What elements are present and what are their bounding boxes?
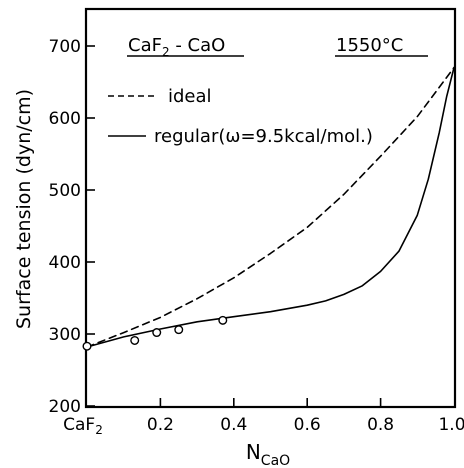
x-tick-label: 0.2	[147, 415, 174, 435]
temperature-label: 1550°C	[336, 35, 403, 56]
y-tick-label: 200	[49, 397, 81, 417]
series-layer	[86, 66, 455, 348]
plot-frame	[84, 7, 457, 409]
system-title-sub: 2	[162, 45, 170, 59]
system-title-rest: - CaO	[170, 35, 226, 56]
y-tick-label: 400	[49, 253, 81, 273]
data-point	[218, 315, 228, 325]
legend-label-ideal: ideal	[168, 86, 212, 107]
data-point	[174, 325, 184, 335]
data-point	[130, 335, 140, 345]
x-tick-label-text: 1.0	[438, 415, 464, 435]
x-tick-label: 0.8	[367, 415, 394, 435]
x-tick-label-text: 0.4	[220, 415, 247, 435]
x-axis-label-sub: CaO	[261, 453, 290, 468]
y-tick-label: 700	[49, 37, 81, 57]
y-tick-label: 600	[49, 109, 81, 129]
y-tick-label: 300	[49, 325, 81, 345]
x-tick-label: 1.0	[438, 415, 464, 435]
x-axis-label: NCaO	[246, 440, 290, 468]
experimental-points	[82, 315, 228, 351]
x-tick-label-text: 0.6	[294, 415, 321, 435]
x-tick-label: 0.6	[294, 415, 321, 435]
x-axis-label-base: N	[246, 440, 261, 464]
x-tick-label: CaF2	[63, 415, 103, 437]
x-tick-label: 0.4	[220, 415, 247, 435]
x-tick-label-sub: 2	[95, 423, 103, 437]
series-line-ideal	[86, 66, 455, 348]
x-tick-label-text: 0.2	[147, 415, 174, 435]
x-tick-label-text: 0.8	[367, 415, 394, 435]
y-axis-label: Surface tension (dyn/cm)	[13, 89, 35, 329]
x-tick-label-text: CaF	[63, 415, 95, 435]
system-title-base: CaF	[128, 35, 162, 56]
legend-label-regular: regular(ω=9.5kcal/mol.)	[154, 126, 373, 147]
y-tick-label: 500	[49, 181, 81, 201]
series-line-regular	[86, 66, 455, 348]
data-point	[152, 328, 162, 338]
data-point	[82, 341, 92, 351]
system-title: CaF2 - CaO	[128, 35, 225, 59]
